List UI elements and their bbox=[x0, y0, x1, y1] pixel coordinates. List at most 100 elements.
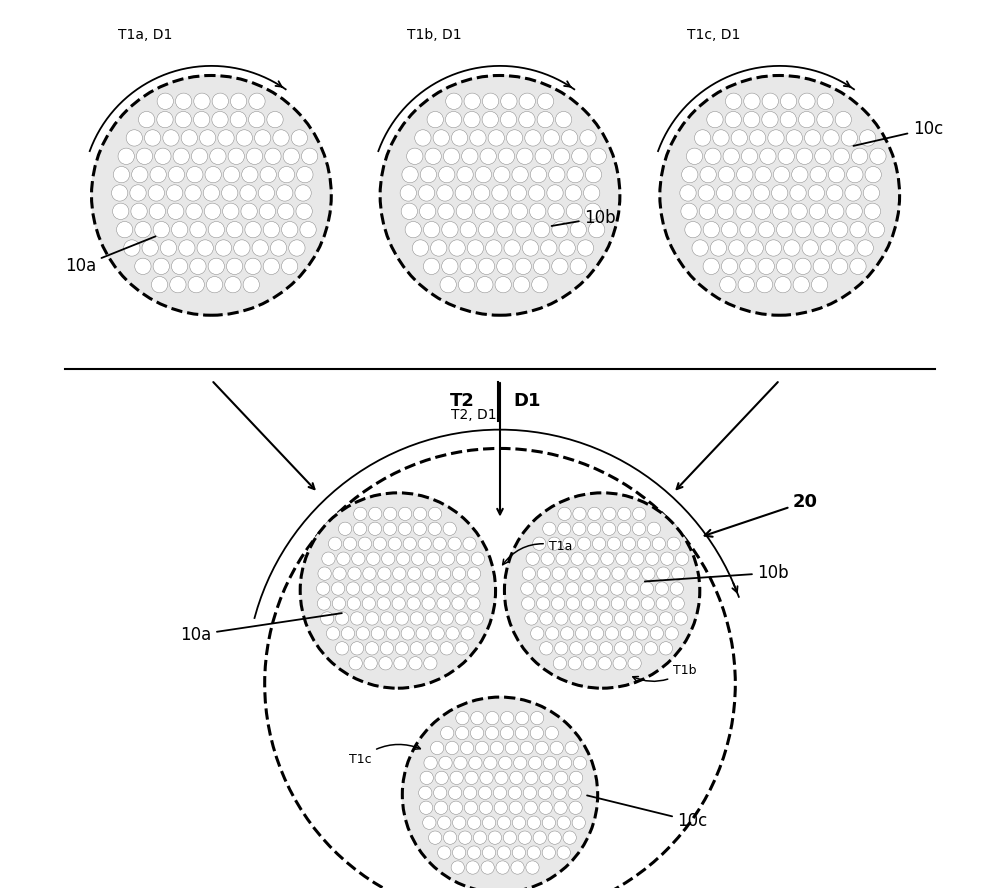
Circle shape bbox=[412, 240, 429, 256]
Circle shape bbox=[713, 130, 729, 147]
Circle shape bbox=[230, 93, 247, 109]
Circle shape bbox=[171, 258, 188, 274]
Circle shape bbox=[282, 221, 298, 238]
Circle shape bbox=[455, 185, 471, 201]
Circle shape bbox=[786, 130, 802, 147]
Circle shape bbox=[492, 185, 508, 201]
Circle shape bbox=[371, 627, 385, 640]
Circle shape bbox=[555, 642, 568, 655]
Circle shape bbox=[585, 166, 602, 183]
Circle shape bbox=[532, 276, 548, 293]
Circle shape bbox=[451, 130, 468, 147]
Circle shape bbox=[596, 597, 610, 610]
Text: T2, D1: T2, D1 bbox=[451, 408, 496, 422]
Circle shape bbox=[365, 642, 379, 655]
Circle shape bbox=[449, 801, 463, 814]
Circle shape bbox=[595, 582, 609, 595]
Circle shape bbox=[486, 711, 499, 725]
Circle shape bbox=[555, 612, 568, 625]
Circle shape bbox=[386, 627, 399, 640]
Circle shape bbox=[437, 597, 450, 610]
Circle shape bbox=[439, 757, 452, 770]
Circle shape bbox=[394, 656, 407, 670]
Circle shape bbox=[258, 185, 275, 201]
Circle shape bbox=[398, 507, 412, 520]
Circle shape bbox=[671, 597, 684, 610]
Circle shape bbox=[424, 757, 437, 770]
Circle shape bbox=[550, 741, 563, 755]
Circle shape bbox=[784, 240, 800, 256]
Circle shape bbox=[413, 522, 426, 535]
Circle shape bbox=[278, 166, 295, 183]
Circle shape bbox=[283, 148, 299, 164]
Circle shape bbox=[150, 166, 166, 183]
Circle shape bbox=[633, 507, 646, 520]
Circle shape bbox=[743, 112, 760, 128]
Circle shape bbox=[188, 276, 204, 293]
Circle shape bbox=[468, 816, 481, 829]
Circle shape bbox=[672, 567, 685, 580]
Circle shape bbox=[523, 786, 537, 799]
Circle shape bbox=[622, 537, 636, 551]
Circle shape bbox=[495, 771, 508, 784]
Circle shape bbox=[291, 130, 308, 147]
Circle shape bbox=[527, 846, 541, 860]
Circle shape bbox=[361, 582, 375, 595]
Circle shape bbox=[449, 786, 462, 799]
Circle shape bbox=[493, 786, 507, 799]
Circle shape bbox=[131, 203, 147, 219]
Circle shape bbox=[659, 612, 673, 625]
Circle shape bbox=[686, 148, 703, 164]
Circle shape bbox=[802, 240, 818, 256]
Circle shape bbox=[267, 112, 283, 128]
Circle shape bbox=[569, 801, 582, 814]
Circle shape bbox=[755, 166, 771, 183]
Circle shape bbox=[439, 166, 455, 183]
Circle shape bbox=[731, 130, 747, 147]
Circle shape bbox=[337, 552, 350, 566]
Circle shape bbox=[409, 656, 422, 670]
Circle shape bbox=[721, 258, 738, 274]
Circle shape bbox=[510, 771, 523, 784]
Circle shape bbox=[456, 711, 469, 725]
Circle shape bbox=[194, 93, 210, 109]
Circle shape bbox=[543, 522, 556, 535]
Circle shape bbox=[451, 860, 464, 874]
Circle shape bbox=[442, 221, 458, 238]
Text: 10b: 10b bbox=[552, 209, 616, 226]
Circle shape bbox=[113, 203, 129, 219]
Circle shape bbox=[424, 656, 437, 670]
Circle shape bbox=[346, 582, 360, 595]
Circle shape bbox=[402, 697, 598, 888]
Circle shape bbox=[792, 166, 808, 183]
Circle shape bbox=[328, 537, 342, 551]
Circle shape bbox=[431, 627, 444, 640]
Circle shape bbox=[422, 597, 435, 610]
Text: T1b: T1b bbox=[633, 664, 697, 681]
Circle shape bbox=[552, 221, 568, 238]
Circle shape bbox=[614, 612, 628, 625]
Circle shape bbox=[265, 148, 281, 164]
Circle shape bbox=[419, 801, 433, 814]
Circle shape bbox=[556, 552, 569, 566]
Circle shape bbox=[243, 276, 259, 293]
Circle shape bbox=[506, 130, 523, 147]
Circle shape bbox=[347, 597, 361, 610]
Circle shape bbox=[455, 612, 468, 625]
Circle shape bbox=[402, 166, 418, 183]
Circle shape bbox=[398, 522, 412, 535]
Circle shape bbox=[585, 612, 598, 625]
Circle shape bbox=[443, 522, 456, 535]
Circle shape bbox=[270, 240, 287, 256]
Circle shape bbox=[828, 203, 844, 219]
Circle shape bbox=[584, 185, 600, 201]
Circle shape bbox=[555, 112, 572, 128]
Circle shape bbox=[488, 130, 504, 147]
Circle shape bbox=[698, 185, 714, 201]
Circle shape bbox=[172, 221, 188, 238]
Circle shape bbox=[758, 221, 774, 238]
Circle shape bbox=[676, 552, 689, 566]
Circle shape bbox=[577, 240, 594, 256]
Circle shape bbox=[163, 130, 179, 147]
Circle shape bbox=[665, 627, 678, 640]
